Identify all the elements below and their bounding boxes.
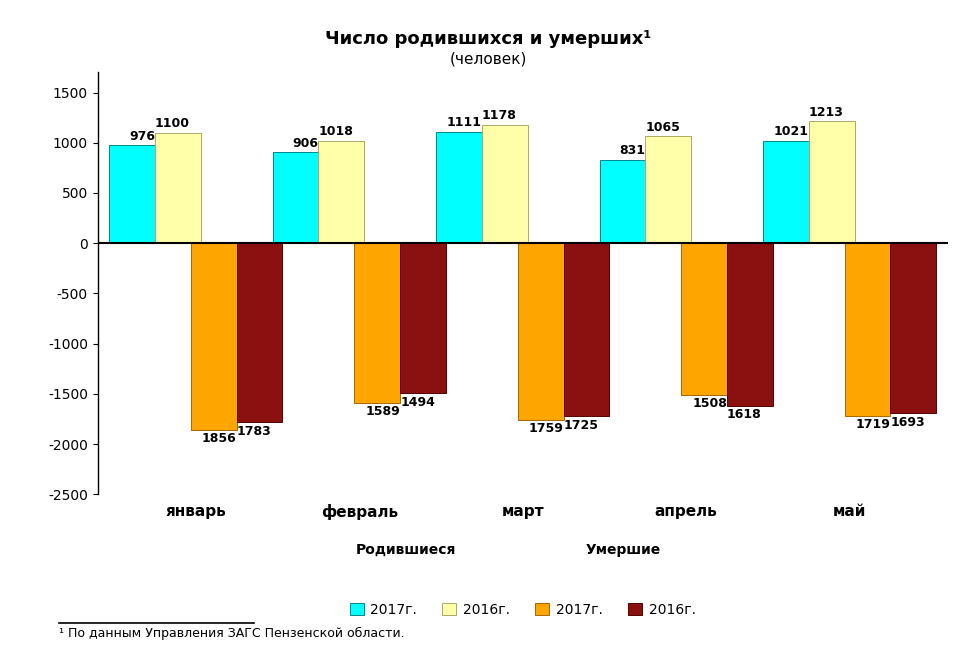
Bar bbox=[645, 136, 691, 243]
Text: 1213: 1213 bbox=[809, 106, 843, 119]
Bar bbox=[809, 121, 855, 243]
Text: 1178: 1178 bbox=[482, 109, 517, 123]
Text: 1111: 1111 bbox=[446, 116, 482, 129]
Bar bbox=[763, 140, 809, 243]
Text: 831: 831 bbox=[619, 144, 645, 158]
Text: 1021: 1021 bbox=[774, 125, 809, 138]
Bar bbox=[273, 152, 319, 243]
Text: 1759: 1759 bbox=[529, 422, 564, 436]
Bar bbox=[482, 125, 528, 243]
Text: 1856: 1856 bbox=[202, 432, 236, 445]
Legend: 2017г., 2016г., 2017г., 2016г.: 2017г., 2016г., 2017г., 2016г. bbox=[344, 597, 701, 622]
Bar bbox=[401, 243, 446, 393]
Bar bbox=[518, 243, 564, 420]
Bar bbox=[564, 243, 610, 416]
Text: 1693: 1693 bbox=[890, 416, 925, 429]
Text: 1494: 1494 bbox=[401, 396, 435, 409]
Text: ¹ По данным Управления ЗАГС Пензенской области.: ¹ По данным Управления ЗАГС Пензенской о… bbox=[59, 627, 404, 641]
Text: 1065: 1065 bbox=[645, 121, 680, 134]
Text: Число родившихся и умерших¹: Число родившихся и умерших¹ bbox=[325, 30, 652, 47]
Text: 1100: 1100 bbox=[155, 117, 190, 130]
Bar bbox=[845, 243, 890, 416]
Bar bbox=[191, 243, 236, 430]
Text: 1508: 1508 bbox=[692, 397, 727, 410]
Text: 1719: 1719 bbox=[856, 418, 890, 432]
Text: 1589: 1589 bbox=[365, 405, 401, 418]
Bar bbox=[600, 159, 645, 243]
Bar bbox=[155, 132, 200, 243]
Text: 1783: 1783 bbox=[236, 425, 272, 438]
Text: 976: 976 bbox=[129, 130, 155, 143]
Bar bbox=[319, 141, 364, 243]
Bar bbox=[727, 243, 773, 406]
Text: 1725: 1725 bbox=[564, 419, 599, 432]
Bar bbox=[236, 243, 282, 422]
Text: Умершие: Умершие bbox=[585, 543, 661, 557]
Text: Родившиеся: Родившиеся bbox=[356, 543, 455, 557]
Bar bbox=[436, 132, 482, 243]
Text: 906: 906 bbox=[292, 136, 319, 150]
Bar bbox=[355, 243, 401, 403]
Text: (человек): (человек) bbox=[449, 51, 528, 67]
Text: 1018: 1018 bbox=[319, 125, 354, 138]
Bar bbox=[890, 243, 936, 413]
Bar bbox=[681, 243, 727, 395]
Bar bbox=[109, 145, 155, 243]
Text: 1618: 1618 bbox=[727, 408, 762, 421]
